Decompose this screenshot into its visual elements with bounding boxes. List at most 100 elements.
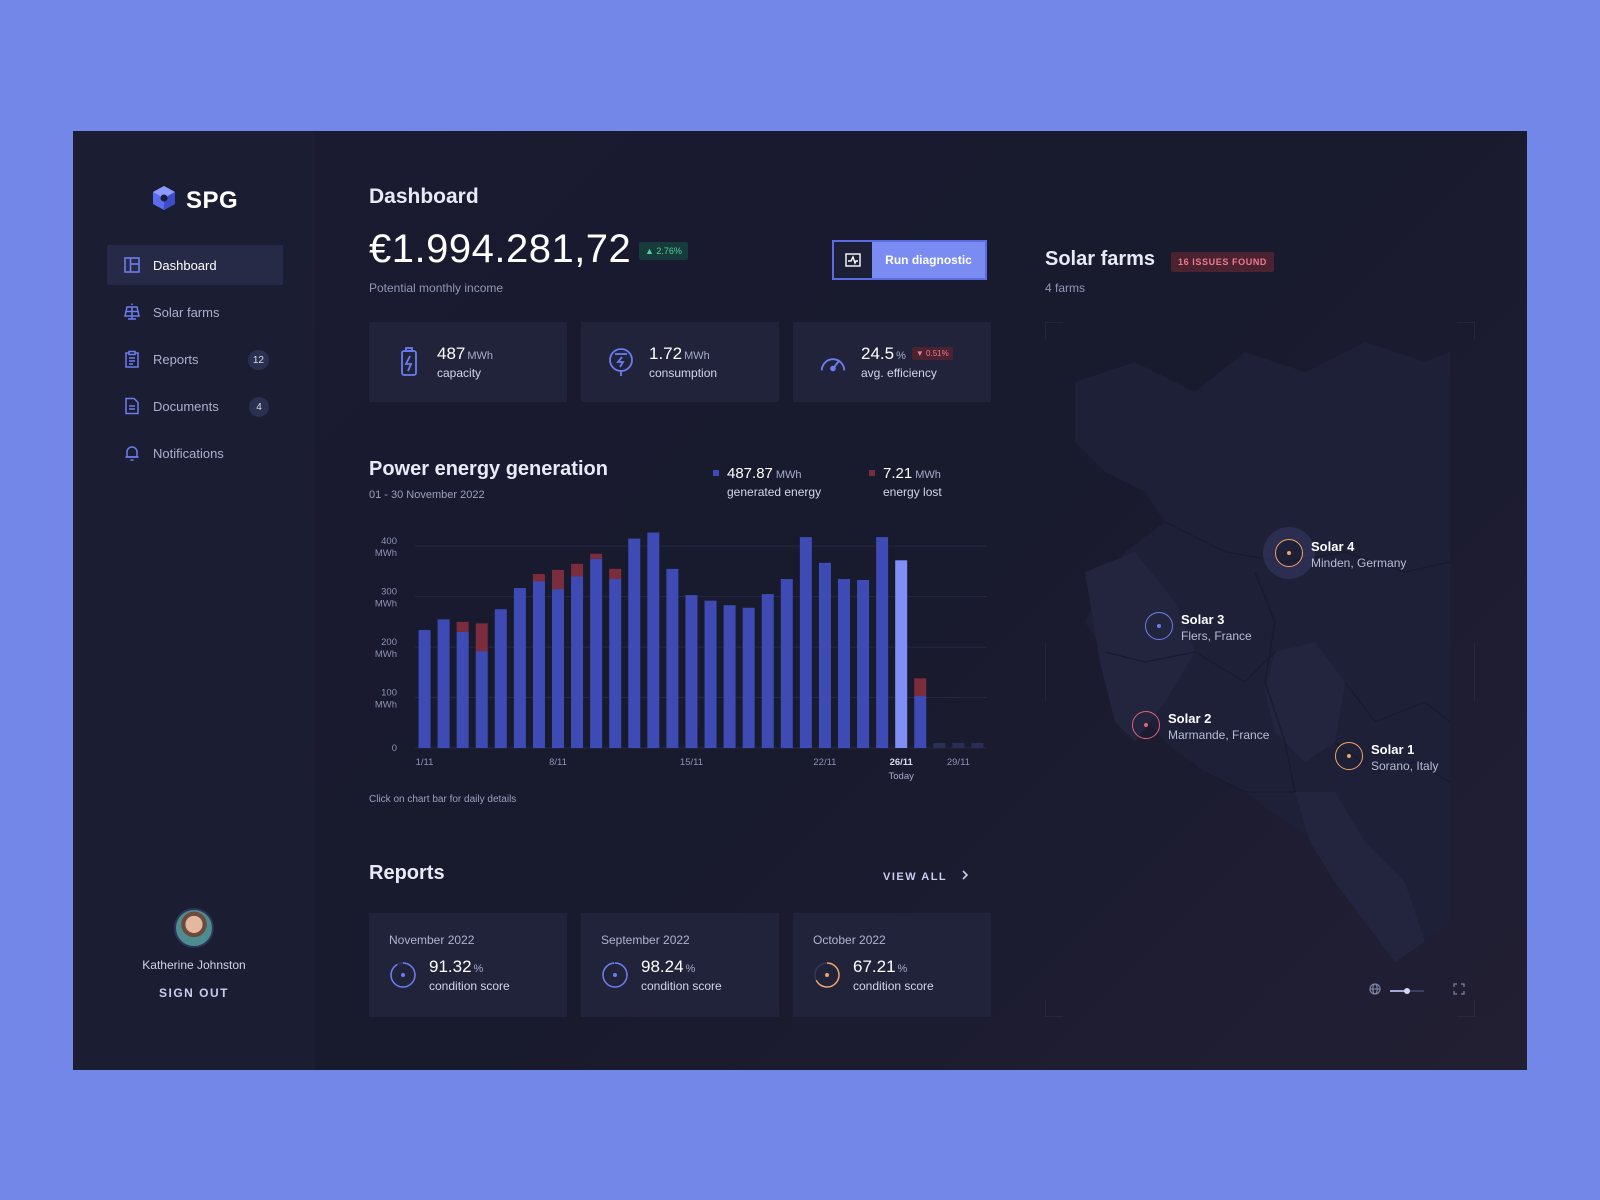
bar-generated-12/11: [628, 538, 641, 748]
user-panel: Katherine Johnston SIGN OUT: [73, 908, 315, 1002]
stat-card-consumption: 1.72 MWh consumption: [581, 322, 779, 402]
stat-label: capacity: [437, 366, 482, 380]
y-tick-unit: MWh: [375, 649, 397, 660]
bar-generated-2/11: [437, 619, 450, 748]
report-unit: %: [473, 963, 484, 975]
report-score: 67.21: [853, 957, 896, 976]
stat-unit: %: [896, 350, 906, 362]
y-tick-label: 200: [381, 637, 397, 648]
farm-pin-solar-4[interactable]: Solar 4 Minden, Germany: [1275, 539, 1406, 570]
solar-panel-icon: [123, 303, 141, 321]
diagnostic-icon: [834, 242, 872, 278]
x-tick-label: 15/11: [680, 757, 703, 768]
ring-dot: [613, 973, 617, 977]
report-label: condition score: [429, 979, 510, 993]
farm-pin-solar-1[interactable]: Solar 1 Sorano, Italy: [1335, 742, 1438, 773]
bar-generated-8/11: [552, 589, 564, 748]
bar-generated-21/11: [799, 537, 812, 748]
sidebar-item-documents[interactable]: Documents 4: [107, 386, 283, 426]
x-tick-label: 1/11: [416, 757, 434, 768]
legend-value: 7.21: [883, 465, 913, 482]
map-controls: [1369, 982, 1465, 1000]
x-tick-label: 8/11: [549, 757, 567, 768]
farm-name: Solar 3: [1181, 612, 1225, 627]
bar-generated-16/11: [704, 600, 717, 748]
farm-pin-solar-3[interactable]: Solar 3 Flers, France: [1145, 612, 1252, 643]
farm-pin-solar-2[interactable]: Solar 2 Marmande, France: [1132, 711, 1269, 742]
score-ring-icon: [814, 962, 840, 988]
pin-marker-icon: [1132, 711, 1160, 739]
bar-generated-22/11: [818, 562, 831, 748]
ring-progress: [814, 962, 840, 988]
sidebar-nav: Dashboard Solar farms Reports 12 Docume: [107, 245, 283, 480]
bar-generated-17/11: [723, 605, 736, 748]
y-tick-label: 100: [381, 688, 397, 699]
report-cards: November 2022 91.32% condition score Sep…: [369, 913, 991, 1017]
report-month: November 2022: [389, 933, 475, 947]
bar-generated-20/11: [780, 578, 793, 748]
pin-marker-icon: [1145, 612, 1173, 640]
report-card[interactable]: November 2022 91.32% condition score: [369, 913, 567, 1017]
europe-map[interactable]: Solar 4 Minden, Germany Solar 3 Flers, F…: [1044, 321, 1476, 1018]
sidebar-item-notifications[interactable]: Notifications: [107, 433, 283, 473]
bar-generated-19/11: [761, 594, 774, 748]
view-all-link[interactable]: VIEW ALL: [883, 870, 969, 883]
sidebar-item-label: Notifications: [153, 445, 224, 461]
bell-icon: [123, 444, 141, 462]
issues-badge[interactable]: 16 ISSUES FOUND: [1171, 252, 1275, 272]
stat-value: 24.5: [861, 344, 895, 363]
bar-generated-1/11: [418, 629, 431, 748]
user-name: Katherine Johnston: [142, 958, 246, 972]
main-content: Dashboard €1.994.281,72 ▲ 2.76% Potentia…: [369, 131, 991, 1070]
bar-generated-4/11: [475, 651, 488, 748]
dashboard-icon: [123, 256, 141, 274]
legend-lost: 7.21 MWh energy lost: [869, 465, 942, 499]
zoom-slider[interactable]: [1389, 982, 1425, 1000]
sidebar-item-label: Dashboard: [153, 257, 217, 273]
chart-subtitle: 01 - 30 November 2022: [369, 489, 485, 501]
reports-title: Reports: [369, 862, 445, 884]
stat-unit: MWh: [467, 350, 494, 362]
stat-value: 487: [437, 344, 466, 363]
sidebar-item-solar-farms[interactable]: Solar farms: [107, 292, 283, 332]
legend-label: generated energy: [727, 485, 822, 499]
bar-generated-10/11: [590, 558, 603, 748]
avatar[interactable]: [174, 908, 214, 948]
bar-lost-8/11: [552, 569, 564, 590]
run-diagnostic-label: Run diagnostic: [885, 253, 972, 267]
report-month: September 2022: [601, 933, 690, 947]
bar-generated-23/11: [838, 578, 850, 748]
bar-generated-27/11: [914, 696, 927, 748]
sidebar: SPG Dashboard Solar farms Reports 1: [73, 131, 315, 1070]
run-diagnostic-button[interactable]: Run diagnostic: [832, 240, 987, 280]
report-unit: %: [897, 963, 908, 975]
income-label: Potential monthly income: [369, 281, 504, 295]
chevron-right-icon: [961, 870, 969, 883]
chart-title: Power energy generation: [369, 458, 608, 480]
bar-generated-9/11: [571, 576, 584, 748]
bar-generated-11/11: [609, 578, 622, 748]
farms-count: 4 farms: [1045, 281, 1086, 295]
bar-generated-13/11: [647, 532, 660, 748]
stat-card-efficiency: 24.5% ▼ 0.51% avg. efficiency: [793, 322, 991, 402]
ring-progress: [602, 962, 628, 988]
sidebar-item-dashboard[interactable]: Dashboard: [107, 245, 283, 285]
brand-logo[interactable]: SPG: [151, 185, 238, 216]
report-card[interactable]: September 2022 98.24% condition score: [581, 913, 779, 1017]
farm-location: Minden, Germany: [1311, 556, 1407, 570]
x-tick-label: 22/11: [813, 757, 836, 768]
report-card[interactable]: October 2022 67.21% condition score: [793, 913, 991, 1017]
farm-location: Flers, France: [1181, 629, 1252, 643]
farm-location: Marmande, France: [1168, 728, 1270, 742]
report-month: October 2022: [813, 933, 886, 947]
bar-generated-29/11: [952, 742, 965, 748]
sign-out-button[interactable]: SIGN OUT: [158, 986, 229, 1000]
bar-generated-24/11: [857, 579, 870, 748]
report-score: 91.32: [429, 957, 472, 976]
sidebar-item-reports[interactable]: Reports 12: [107, 339, 283, 379]
y-tick-label: 400: [381, 536, 397, 547]
fullscreen-icon[interactable]: [1453, 982, 1465, 1000]
globe-icon[interactable]: [1369, 982, 1381, 1000]
legend-value: 487.87: [727, 465, 773, 482]
